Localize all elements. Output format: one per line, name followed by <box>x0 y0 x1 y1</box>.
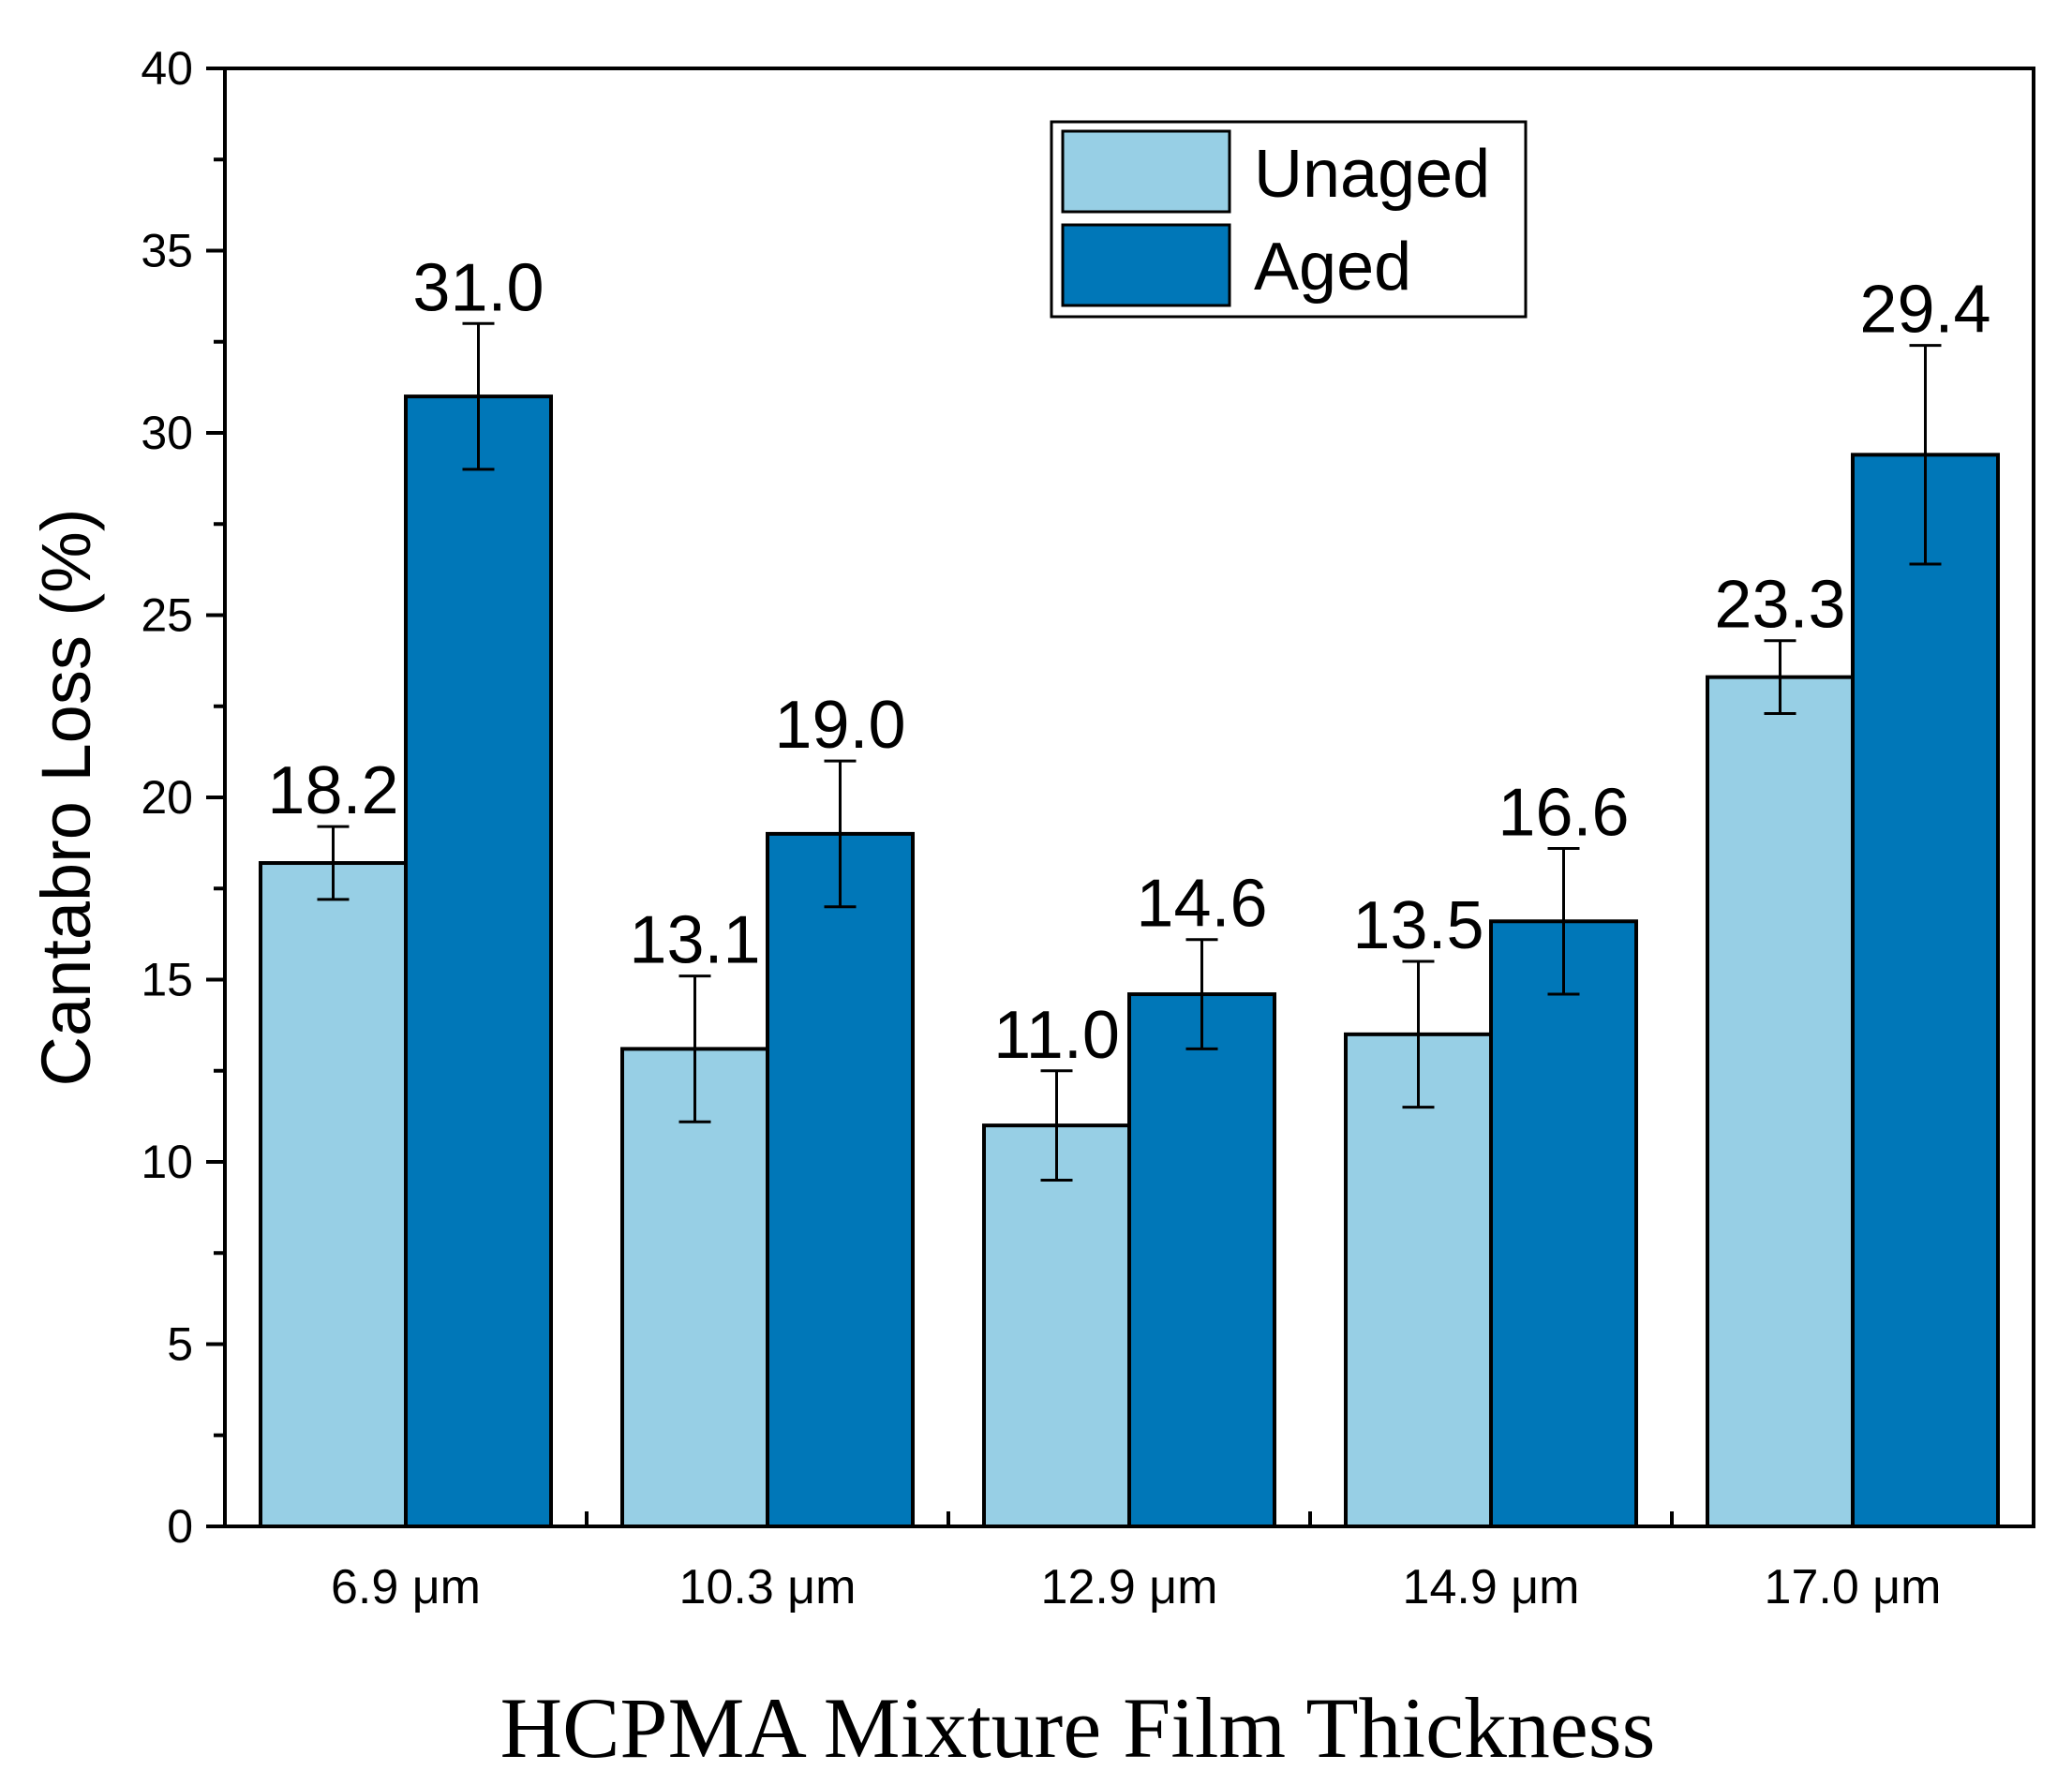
data-label: 11.0 <box>993 998 1120 1073</box>
bar-aged <box>1489 919 1638 1528</box>
bar-unaged <box>620 1047 769 1529</box>
legend-swatch-unaged <box>1061 129 1231 214</box>
x-tick-label: 6.9 μm <box>331 1560 481 1614</box>
data-label: 14.6 <box>1136 867 1267 942</box>
y-tick-label: 5 <box>167 1318 193 1371</box>
legend: Unaged Aged <box>1050 120 1528 319</box>
data-label: 23.3 <box>1714 568 1845 643</box>
y-axis: 0 5 10 15 20 25 30 35 40 <box>141 42 225 1553</box>
bar-aged <box>404 394 553 1529</box>
legend-label-aged: Aged <box>1254 230 1411 305</box>
bar-unaged <box>982 1123 1131 1528</box>
bar-unaged <box>1344 1032 1493 1528</box>
x-axis: 6.9 μm 10.3 μm 12.9 μm 14.9 μm 17.0 μm <box>331 1511 1941 1614</box>
data-label: 16.6 <box>1498 775 1629 850</box>
y-tick-label: 15 <box>141 954 193 1006</box>
bar-aged <box>766 831 915 1528</box>
data-labels-layer: 18.2 31.0 13.1 19.0 11.014.6 13.516.6 23.3 29.4 <box>267 250 1990 1072</box>
data-label: 13.5 <box>1352 888 1483 963</box>
x-tick-label: 12.9 μm <box>1041 1560 1218 1614</box>
data-label: 18.2 <box>267 753 398 828</box>
x-axis-label: HCPMA Mixture Film Thickness <box>500 1680 1656 1776</box>
y-axis-label: Cantabro Loss (%) <box>27 509 105 1087</box>
bar-aged <box>1851 453 2000 1529</box>
data-label: 13.1 <box>629 903 760 978</box>
data-label: 19.0 <box>774 688 905 763</box>
data-label: 29.4 <box>1859 273 1990 348</box>
x-tick-label: 10.3 μm <box>679 1560 857 1614</box>
bar-unaged <box>259 861 408 1528</box>
bar-unaged <box>1706 675 1855 1528</box>
data-label: 31.0 <box>412 250 544 325</box>
y-tick-label: 25 <box>141 589 193 642</box>
bar-aged <box>1127 992 1276 1529</box>
x-tick-label: 14.9 μm <box>1403 1560 1580 1614</box>
y-tick-label: 30 <box>141 407 193 459</box>
x-tick-label: 17.0 μm <box>1765 1560 1942 1614</box>
y-tick-label: 40 <box>141 42 193 95</box>
bars-layer <box>259 394 2000 1529</box>
y-tick-label: 20 <box>141 771 193 824</box>
y-tick-label: 0 <box>167 1500 193 1553</box>
y-tick-label: 10 <box>141 1136 193 1188</box>
y-tick-label: 35 <box>141 225 193 277</box>
error-bars-layer <box>317 321 1942 1182</box>
legend-label-unaged: Unaged <box>1254 137 1490 212</box>
legend-swatch-aged <box>1061 223 1231 307</box>
